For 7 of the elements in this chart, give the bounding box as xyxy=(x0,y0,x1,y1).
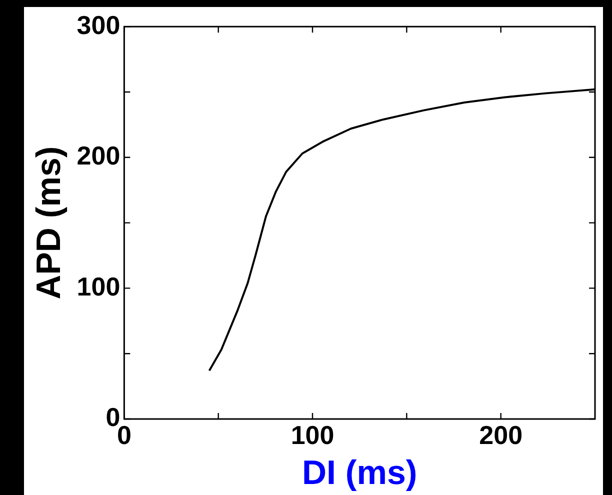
y-tick-label: 200 xyxy=(76,140,120,171)
x-axis-title: DI (ms) xyxy=(302,454,418,492)
y-axis-title: APD (ms) xyxy=(30,146,68,300)
x-tick-label: 100 xyxy=(290,420,334,450)
x-tick-label: 200 xyxy=(479,420,523,450)
y-tick-label: 100 xyxy=(76,271,120,302)
y-tick-label: 300 xyxy=(76,10,120,40)
